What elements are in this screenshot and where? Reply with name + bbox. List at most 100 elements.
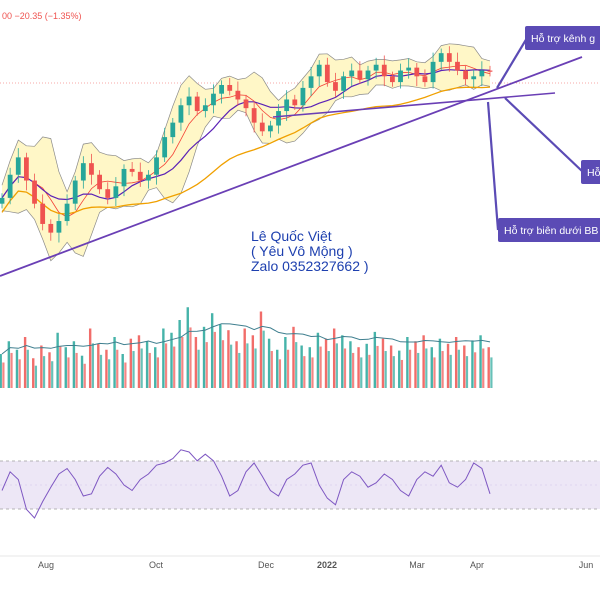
volume-bar [398,350,401,388]
candle-body [422,76,428,83]
volume-bar [148,352,151,388]
candle-body [227,85,233,91]
volume-bar [487,347,490,388]
volume-bar [2,362,5,388]
annotation-box [498,218,600,242]
volume-bar [48,352,51,388]
volume-bar [349,341,352,388]
volume-bar [154,347,157,388]
candle-body [438,53,444,62]
volume-bar [446,343,450,388]
volume-bar [108,359,111,388]
volume-bar [7,341,11,388]
volume-bar [105,349,108,388]
annotation-box [525,26,600,50]
volume-bar [300,345,303,388]
volume-bar [51,361,54,388]
volume-bar [417,352,420,388]
annotation-label: Hỗ trợ kênh g [531,32,595,45]
candle-body [341,76,346,91]
candle-body [487,70,493,72]
volume-bar [324,338,328,388]
candle-body [430,61,436,83]
volume-bar [67,357,70,388]
header-change: 00 −20.35 (−1.35%) [2,11,82,21]
volume-bar [219,324,222,388]
volume-bar [433,357,436,388]
volume-bar [164,343,168,388]
x-tick-label: Dec [258,560,275,570]
x-axis: Aug Oct Dec 2022 Mar Apr Jun [0,555,600,570]
volume-bar [408,349,412,388]
volume-bar [97,343,100,388]
volume-bar [449,354,452,388]
volume-bar [32,358,35,388]
volume-bar [88,328,92,388]
candle-body [219,85,224,94]
volume-bar [335,343,338,388]
volume-bar [186,307,189,388]
volume-bar [389,345,393,388]
volume-bar [72,341,76,388]
candle-body [56,221,62,233]
volume-bar [360,357,363,388]
volume-bar [26,349,29,388]
volume-bar [316,332,320,388]
candle-body [406,67,412,71]
volume-bar [42,356,46,388]
volume-bar [406,337,409,388]
candle-body [194,96,200,112]
candle-body [154,157,159,175]
candle-body [211,93,216,106]
candle-body [89,163,94,175]
volume-bar [392,356,395,388]
candle-body [463,70,468,80]
candle-body [268,125,273,132]
candle-body [146,174,151,181]
volume-bar [162,328,165,388]
annotation-pointer [486,101,500,231]
candle-body [284,99,290,112]
candle-body [455,61,460,71]
candle-body [398,70,403,83]
volume-bar [365,343,368,388]
x-tick-label: Apr [470,560,484,570]
annotation-pointer [504,97,584,173]
volume-bar [56,332,59,388]
candle-body [7,174,13,198]
candle-body [357,70,363,80]
trendline-bb [272,92,556,118]
candle-body [235,90,241,100]
volume-bar [75,352,78,388]
volume-bar [259,311,263,388]
volume-bar [137,335,141,388]
watermark-line1: Lê Quốc Việt [251,228,332,244]
candle-body [479,70,485,77]
volume-bar [270,351,273,388]
trendline-long [0,56,583,277]
candle-body [446,53,452,62]
volume-bar [34,365,38,388]
volume-bar [205,342,208,388]
volume-bar [474,352,477,388]
candle-body [381,64,387,77]
price-pane [0,43,600,262]
candle-body [186,96,192,106]
candle-body [97,174,102,190]
x-tick-label: Mar [409,560,425,570]
volume-bar [368,354,371,388]
volume-bar [213,331,216,388]
candle-body [414,67,420,77]
candle-body [178,105,184,123]
volume-bar [479,335,482,388]
volume-bar [18,359,21,388]
candle-body [15,157,21,175]
candle-body [40,203,46,224]
trendlines [0,56,583,277]
volume-bar [381,338,385,388]
candle-body [129,168,135,172]
volume-bar [170,332,173,388]
x-tick-label: Oct [149,560,164,570]
candle-body [292,99,298,106]
